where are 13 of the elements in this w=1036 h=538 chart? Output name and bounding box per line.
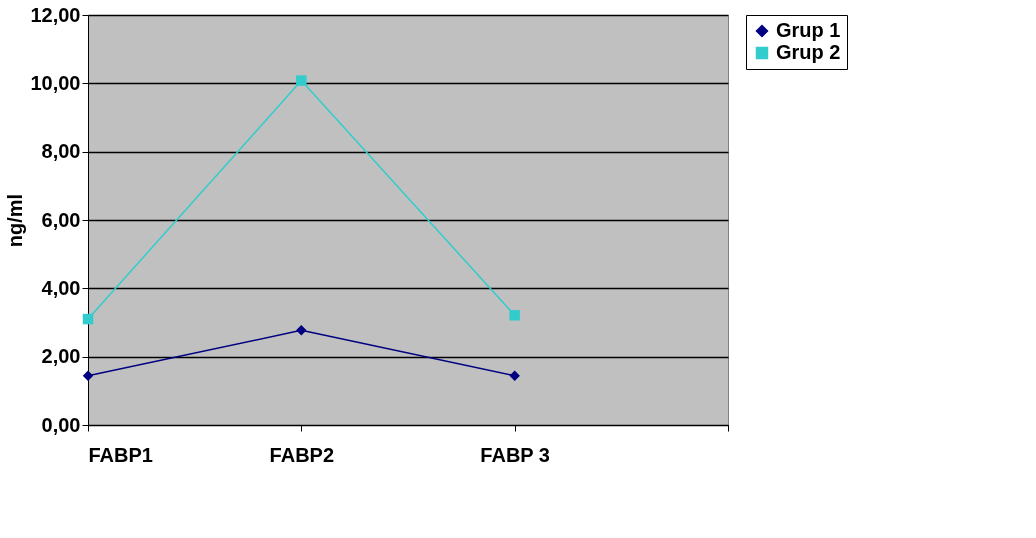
y-tick-label: 8,00 — [41, 140, 81, 163]
y-tick-label: 0,00 — [41, 413, 81, 436]
x-tick-label: FABP 3 — [480, 443, 550, 466]
x-tick-label: FABP1 — [88, 443, 153, 466]
x-tick-label: FABP2 — [269, 443, 335, 466]
y-axis-title: ng/ml — [4, 193, 27, 248]
y-tick-label: 2,00 — [41, 345, 81, 368]
y-tick-label: 10,00 — [30, 71, 81, 94]
legend-label: Grup 2 — [776, 41, 841, 63]
y-tick-label: 12,00 — [30, 3, 81, 26]
y-tick-label: 6,00 — [41, 208, 81, 231]
legend-label: Grup 1 — [776, 19, 841, 41]
y-tick-label: 4,00 — [41, 276, 81, 299]
